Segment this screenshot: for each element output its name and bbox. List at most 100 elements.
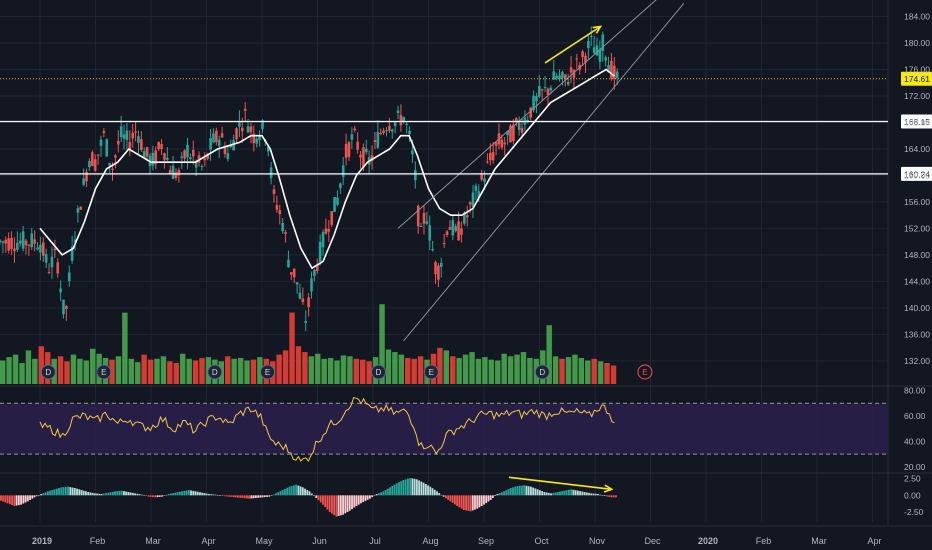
histogram-bar — [315, 495, 318, 498]
histogram-bar — [357, 495, 360, 505]
histogram-bar — [498, 493, 501, 496]
histogram-bar — [268, 495, 271, 497]
event-marker-letter: E — [642, 368, 647, 377]
candle-body — [376, 131, 380, 148]
volume-bar — [180, 353, 186, 384]
candle-body — [592, 47, 596, 54]
histogram-bar — [187, 490, 190, 496]
histogram-bar — [98, 493, 101, 496]
rsi-axis-tick: 80.00 — [904, 386, 926, 396]
candle-body — [465, 215, 469, 218]
volume-bar — [122, 312, 128, 384]
histogram-bar — [31, 495, 34, 499]
histogram-bar — [212, 494, 215, 496]
candle-body — [610, 60, 613, 79]
candle-body — [88, 161, 91, 168]
histogram-bar — [612, 495, 615, 498]
histogram-bar — [11, 495, 14, 506]
channel-trendline — [403, 2, 685, 342]
histogram-bar — [310, 493, 313, 496]
histogram-bar — [178, 491, 181, 496]
volume-bar — [546, 325, 552, 384]
volume-bar — [289, 312, 295, 384]
histogram-bar — [221, 495, 224, 496]
histogram-bar — [55, 488, 58, 496]
candle-body — [437, 265, 440, 280]
histogram-axis-tick: -2.50 — [904, 507, 924, 517]
histogram-bar — [266, 495, 268, 497]
candle-body — [243, 108, 247, 111]
histogram-bar — [594, 493, 597, 496]
candle-body — [67, 272, 71, 282]
candle-body — [584, 55, 587, 63]
histogram-bar — [237, 495, 239, 498]
candle-body — [203, 158, 207, 161]
histogram-bar — [261, 495, 264, 498]
histogram-bar — [563, 490, 566, 496]
candle-body — [558, 75, 561, 80]
histogram-bar — [185, 490, 188, 496]
histogram-bar — [149, 495, 152, 497]
histogram-bar — [552, 492, 555, 496]
histogram-bar — [377, 493, 380, 496]
candle-body — [220, 133, 224, 138]
histogram-bar — [140, 494, 143, 496]
volume-bar — [565, 357, 572, 384]
candle-body — [166, 157, 169, 160]
candle-body — [414, 170, 417, 181]
histogram-bar — [529, 486, 532, 496]
candle-body — [483, 178, 486, 182]
histogram-bar — [35, 495, 38, 497]
histogram-bar — [503, 491, 505, 496]
histogram-bar — [203, 493, 206, 496]
candle-body — [566, 81, 570, 85]
candle-body — [18, 240, 22, 244]
trend-annotation-arrow — [544, 25, 601, 64]
candle-body — [137, 136, 140, 143]
histogram-bar — [299, 486, 302, 496]
volume-bar — [437, 347, 443, 384]
candle-body — [353, 128, 357, 131]
histogram-bar — [442, 495, 445, 497]
histogram-bar — [554, 492, 557, 496]
candle-body — [44, 254, 48, 263]
volume-bar — [147, 359, 154, 384]
candle-body — [261, 120, 264, 130]
axes-layer: 174.61 168.15 160.24 132.00 136.00 140.00 144.… — [32, 12, 932, 546]
histogram-bar — [263, 495, 266, 498]
rsi-axis-tick: 60.00 — [904, 411, 926, 421]
histogram-bar — [330, 495, 333, 514]
histogram-bar — [176, 492, 179, 496]
candle-body — [307, 297, 310, 308]
volume-bar — [379, 304, 385, 384]
candle-body — [186, 144, 189, 158]
histogram-bar — [131, 492, 134, 496]
trend-annotation-arrow-head — [592, 25, 603, 34]
histogram-bar — [422, 482, 425, 496]
histogram-bar — [80, 490, 83, 496]
histogram-bar — [172, 493, 175, 496]
price-axis-tick: 156.00 — [904, 197, 930, 207]
histogram-bar — [192, 490, 195, 496]
histogram-bar — [15, 495, 18, 506]
candle-body — [489, 152, 492, 161]
candle-body — [215, 130, 218, 143]
volume-bar — [315, 353, 321, 384]
price-axis-tick: 140.00 — [904, 303, 930, 313]
volume-bar — [32, 358, 38, 384]
candle-body — [269, 167, 273, 179]
candle-body — [238, 121, 241, 127]
candle-body — [171, 166, 175, 179]
candle-body — [529, 107, 532, 118]
histogram-bar — [391, 486, 394, 496]
histogram-bar — [301, 487, 304, 496]
candle-body — [163, 153, 166, 160]
candle-body — [411, 150, 414, 155]
histogram-bar — [541, 491, 544, 496]
histogram-bar — [161, 495, 163, 497]
histogram-bar — [62, 487, 65, 496]
volume-bar — [501, 353, 507, 384]
histogram-bar — [114, 491, 116, 496]
histogram-bar — [20, 495, 23, 505]
